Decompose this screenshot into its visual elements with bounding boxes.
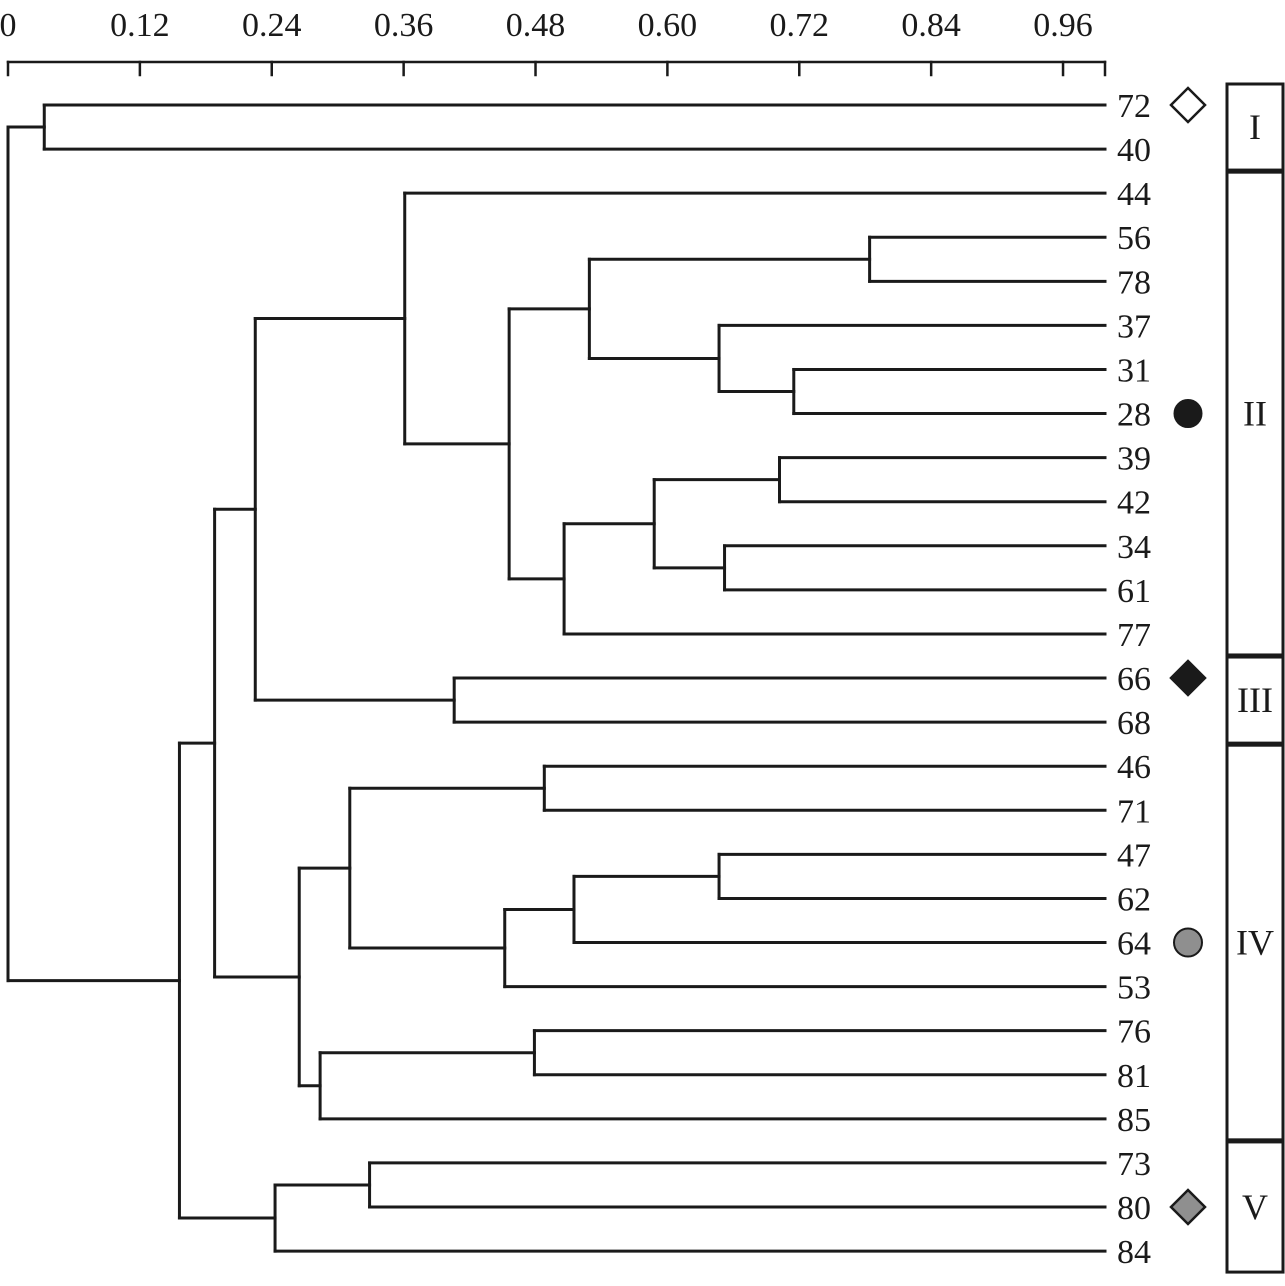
marker-gray-circle (1173, 927, 1203, 958)
axis-tick-label: 0.96 (1033, 7, 1093, 44)
leaf-label: 77 (1117, 617, 1151, 654)
axis-tick-label: 0.60 (638, 7, 698, 44)
axis-tick-label: 0.24 (242, 7, 302, 44)
leaf-label: 80 (1117, 1190, 1151, 1227)
leaf-label: 37 (1117, 308, 1151, 345)
leaf-label: 34 (1117, 529, 1151, 566)
leaf-label: 44 (1117, 176, 1151, 213)
leaf-label: 47 (1117, 837, 1151, 874)
leaf-label: 61 (1117, 573, 1151, 610)
axis-tick-label: 0.72 (770, 7, 830, 44)
leaf-label: 31 (1117, 352, 1151, 389)
leaf-label: 39 (1117, 441, 1151, 478)
axis-tick-label: 0.12 (110, 7, 170, 44)
leaf-label: 46 (1117, 749, 1151, 786)
leaf-label: 53 (1117, 970, 1151, 1007)
marker-white-diamond (1169, 86, 1207, 124)
leaf-label: 68 (1117, 705, 1151, 742)
leaf-label: 64 (1117, 926, 1151, 963)
leaf-label: 28 (1117, 397, 1151, 434)
leaf-label: 56 (1117, 220, 1151, 257)
cluster-box-IV (1225, 743, 1285, 1142)
axis-tick-label: 0.48 (506, 7, 566, 44)
axis-tick-label: 0 (0, 7, 17, 44)
leaf-label: 42 (1117, 485, 1151, 522)
marker-black-diamond (1169, 659, 1207, 697)
leaf-label: 85 (1117, 1102, 1151, 1139)
leaf-label: 81 (1117, 1058, 1151, 1095)
cluster-label-II: II (1243, 394, 1267, 434)
leaf-label: 72 (1117, 88, 1151, 125)
leaf-label: 62 (1117, 881, 1151, 918)
axis-tick-label: 0.84 (901, 7, 961, 44)
cluster-box-I (1225, 82, 1285, 172)
cluster-label-V: V (1242, 1187, 1268, 1227)
marker-gray-diamond (1169, 1188, 1207, 1226)
leaf-label: 73 (1117, 1146, 1151, 1183)
leaf-label: 71 (1117, 793, 1151, 830)
leaf-label: 76 (1117, 1014, 1151, 1051)
cluster-box-III (1225, 655, 1285, 745)
cluster-label-III: III (1237, 680, 1273, 720)
leaf-label: 78 (1117, 264, 1151, 301)
leaf-label: 66 (1117, 661, 1151, 698)
marker-black-circle (1173, 399, 1203, 429)
leaf-label: 40 (1117, 132, 1151, 169)
cluster-label-IV: IV (1236, 923, 1274, 963)
leaf-label: 84 (1117, 1234, 1151, 1271)
axis-tick-label: 0.36 (374, 7, 434, 44)
cluster-box-V (1225, 1140, 1285, 1274)
cluster-label-I: I (1249, 107, 1261, 147)
cluster-box-II (1225, 170, 1285, 657)
